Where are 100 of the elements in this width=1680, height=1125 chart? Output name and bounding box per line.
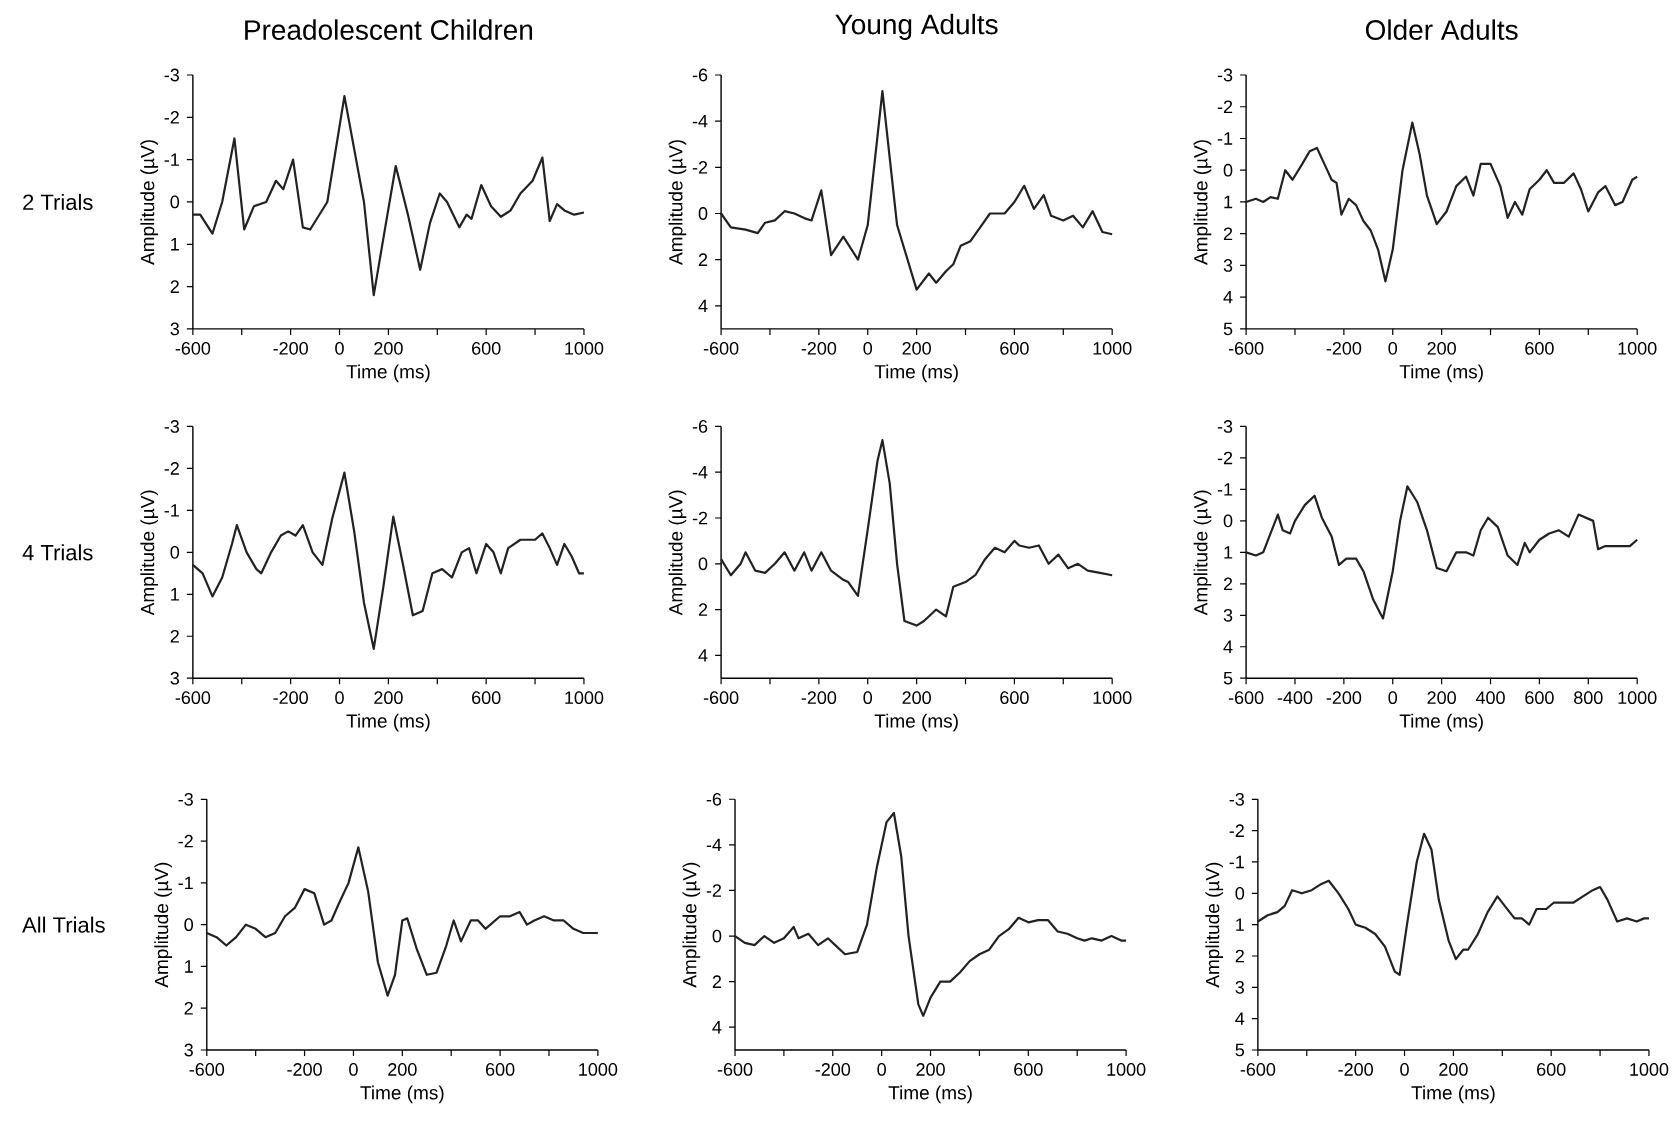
y-tick-label: 1 — [1236, 918, 1244, 931]
x-tick-label: -600 — [175, 341, 211, 355]
y-tick-label: 3 — [1223, 608, 1233, 622]
y-axis-title: Amplitude (µV) — [1193, 490, 1212, 616]
x-axis-title: Time (ms) — [1399, 713, 1483, 732]
y-tick-label: -1 — [1217, 483, 1233, 496]
x-axis-title: Time (ms) — [874, 364, 958, 383]
x-tick-label: 1000 — [1630, 1063, 1669, 1076]
x-tick-label: 0 — [1388, 341, 1398, 355]
x-tick-label: 0 — [335, 691, 344, 705]
y-tick-label: -1 — [164, 153, 179, 166]
x-axis-title: Time (ms) — [888, 1085, 972, 1104]
y-tick-label: 1 — [171, 588, 179, 601]
y-tick-label: -3 — [1217, 420, 1233, 433]
text: 2 Trials — [23, 193, 93, 211]
y-tick-label: -1 — [1217, 132, 1233, 145]
y-tick-label: -4 — [692, 466, 708, 479]
chart-title: Young Adults — [835, 13, 998, 40]
y-tick-label: -4 — [706, 838, 722, 852]
y-axis-title: Amplitude (µV) — [682, 862, 701, 988]
y-tick-label: 3 — [1223, 259, 1233, 272]
y-tick-label: -3 — [164, 420, 180, 433]
x-tick-label: -200 — [801, 691, 837, 705]
y-tick-label: -2 — [692, 161, 708, 174]
y-tick-label: -2 — [164, 462, 179, 475]
x-tick-label: 1000 — [579, 1063, 618, 1076]
y-tick-label: -4 — [692, 114, 708, 128]
x-tick-label: -600 — [703, 341, 739, 355]
x-tick-label: 0 — [1388, 691, 1398, 705]
x-tick-label: -200 — [815, 1063, 851, 1076]
x-tick-label: -200 — [287, 1063, 322, 1076]
x-axis-title: Time (ms) — [1399, 364, 1483, 383]
y-tick-label: -2 — [706, 884, 722, 897]
x-tick-label: 200 — [902, 691, 931, 705]
x-tick-label: 1000 — [1093, 341, 1132, 355]
line-series — [191, 471, 586, 650]
y-tick-label: 5 — [1223, 322, 1233, 336]
y-tick-label: -6 — [692, 68, 708, 82]
y-tick-label: -2 — [164, 111, 179, 124]
x-tick-label: -600 — [175, 691, 211, 705]
x-tick-label: 0 — [349, 1063, 358, 1076]
y-tick-label: 0 — [698, 557, 708, 571]
x-tick-label: 600 — [1525, 691, 1554, 705]
y-tick-label: 2 — [184, 1001, 193, 1015]
y-tick-label: 0 — [698, 207, 708, 220]
y-tick-label: 2 — [698, 603, 708, 616]
y-tick-label: -6 — [692, 420, 708, 433]
chart-title: Preadolescent Children — [245, 19, 533, 40]
y-axis-title: Amplitude (µV) — [668, 490, 687, 616]
line-series — [719, 90, 1114, 291]
y-axis-title: Amplitude (µV) — [668, 140, 687, 265]
x-tick-label: 200 — [1439, 1063, 1468, 1076]
y-tick-label: 3 — [184, 1043, 193, 1057]
y-tick-label: -6 — [706, 792, 722, 806]
y-tick-label: -2 — [692, 511, 708, 525]
text: 4 Trials — [22, 544, 93, 561]
y-tick-label: 3 — [170, 671, 180, 685]
x-tick-label: -200 — [1326, 691, 1362, 705]
x-tick-label: -600 — [717, 1063, 753, 1076]
y-axis-title: Amplitude (µV) — [1205, 862, 1224, 988]
x-axis-title: Time (ms) — [874, 713, 958, 732]
x-tick-label: -600 — [1228, 691, 1264, 705]
y-tick-label: 0 — [184, 918, 194, 932]
y-tick-label: 0 — [170, 545, 180, 559]
x-tick-label: 600 — [472, 691, 501, 705]
x-tick-label: 200 — [388, 1063, 417, 1076]
x-tick-label: 0 — [335, 341, 344, 355]
y-tick-label: 2 — [1223, 227, 1233, 240]
y-tick-label: 4 — [712, 1021, 722, 1034]
x-tick-label: 200 — [374, 341, 403, 355]
x-tick-label: -600 — [189, 1063, 225, 1076]
x-tick-label: -600 — [703, 691, 739, 705]
x-tick-label: 600 — [1000, 691, 1029, 705]
x-axis-title: Time (ms) — [360, 1085, 444, 1104]
x-tick-label: 200 — [374, 691, 403, 705]
x-tick-label: -400 — [1277, 691, 1313, 705]
y-tick-label: -2 — [178, 834, 193, 848]
y-tick-label: -3 — [178, 792, 193, 806]
y-tick-label: 2 — [1235, 949, 1244, 963]
y-tick-label: -1 — [178, 876, 193, 890]
text: All Trials — [22, 916, 105, 933]
y-tick-label: 0 — [1223, 514, 1233, 528]
y-tick-label: 0 — [1223, 163, 1233, 177]
y-tick-label: 1 — [1224, 546, 1233, 559]
y-tick-label: 4 — [1223, 640, 1233, 653]
x-tick-label: -200 — [1326, 341, 1362, 355]
x-tick-label: -200 — [801, 341, 837, 355]
x-tick-label: 600 — [1014, 1063, 1043, 1076]
y-tick-label: 1 — [171, 238, 179, 251]
chart-title: Older Adults — [1365, 19, 1518, 40]
y-axis-title: Amplitude (µV) — [140, 140, 159, 265]
x-tick-label: -200 — [273, 341, 308, 355]
y-tick-label: 2 — [170, 629, 179, 643]
x-tick-label: 0 — [863, 691, 873, 705]
y-tick-label: 0 — [712, 929, 722, 943]
x-tick-label: 1000 — [565, 341, 604, 355]
x-tick-label: 1000 — [1107, 1063, 1146, 1076]
y-tick-label: 5 — [1223, 671, 1233, 685]
y-tick-label: 1 — [185, 960, 193, 973]
y-tick-label: 0 — [170, 195, 180, 209]
